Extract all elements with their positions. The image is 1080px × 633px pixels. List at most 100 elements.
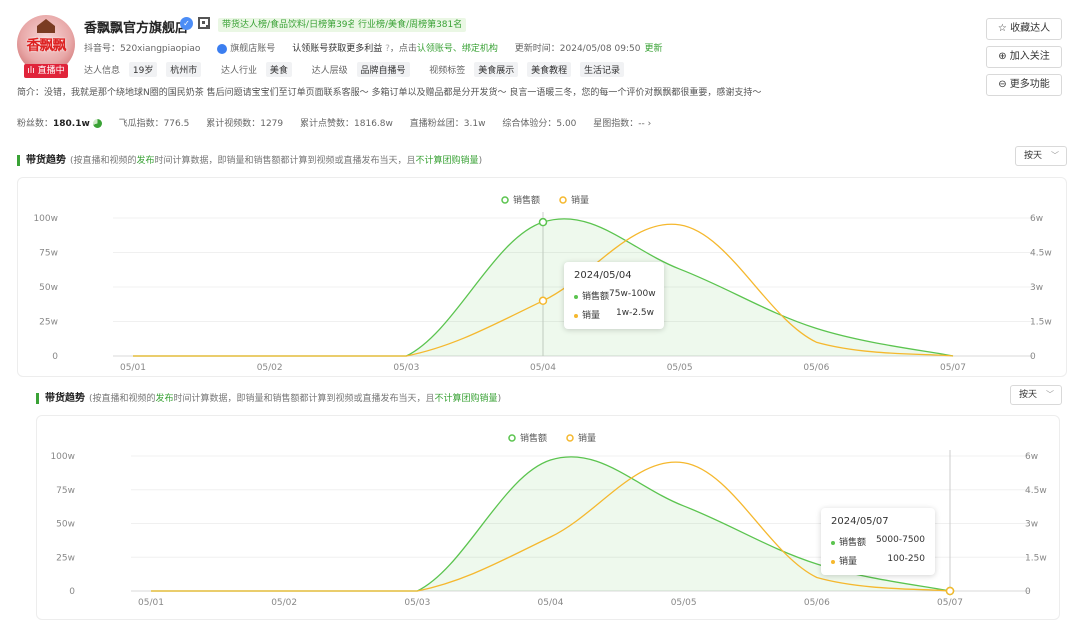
x-tick-label: 05/01 [120, 363, 146, 373]
x-tick-label: 05/02 [271, 598, 297, 608]
x-tick-label: 05/04 [538, 598, 564, 608]
granularity-select[interactable]: 按天 ﹀ [1015, 146, 1067, 166]
y-right-tick-label: 6w [1030, 214, 1043, 224]
update-link[interactable]: 更新 [644, 44, 663, 54]
age-chip: 19岁 [128, 62, 158, 77]
chart-legend: 销售额 销量 [501, 194, 589, 206]
profile-intro: 简介：没错，我就是那个绕地球N圈的国民奶茶 售后问题请宝宝们至订单页面联系客服～… [17, 88, 762, 98]
trend-chart-2[interactable]: 销售额 销量 0 0 25w 1.5w 50w 3w 75w 4.5w 100w 6w 05/01 05/… [36, 415, 1060, 620]
info-label: 达人信息 [84, 66, 121, 76]
legend-label-sales-amount: 销售额 [513, 194, 540, 206]
legend-marker-sales-amount [501, 196, 509, 204]
account-type: 旗舰店账号 [217, 43, 275, 54]
y-right-tick-label: 0 [1030, 352, 1036, 362]
x-tick-label: 05/07 [940, 363, 966, 373]
stat-likes: 累计点赞数：1816.8w [300, 119, 393, 129]
live-badge[interactable]: ılı 直播中 [24, 64, 68, 78]
y-left-tick-label: 75w [39, 249, 58, 259]
y-left-tick-label: 75w [56, 486, 75, 496]
chevron-down-icon: ﹀ [1046, 390, 1054, 399]
claim-link[interactable]: 认领账号、绑定机构 [416, 44, 498, 54]
trend-chart-svg[interactable]: 销售额 销量 0 0 25w 1.5w 50w 3w 75w 4.5w 100w 6w 05/01 05/… [18, 178, 1068, 378]
stat-video-count: 累计视频数：1279 [206, 119, 284, 129]
legend-label-sales-volume: 销量 [571, 194, 589, 206]
y-right-tick-label: 6w [1025, 452, 1038, 462]
legend-marker-sales-volume [559, 196, 567, 204]
trend-section-title: 带货趋势 (按直播和视频的发布时间计算数据，即销量和销售额都计算到视频或直播发布当… [36, 389, 501, 404]
stat-xingtu-index[interactable]: 星图指数：-- › [593, 119, 652, 129]
sales-amount-area [151, 456, 950, 591]
industry-label: 达人行业 [220, 66, 257, 76]
tooltip-date: 2024/05/07 [831, 516, 889, 527]
meta-row: 抖音号：520xiangpiaopiao 旗舰店账号 认领账号获取更多利益 ?，… [84, 41, 676, 54]
chart-legend: 销售额 销量 [508, 432, 596, 444]
tooltip-row-amount: 销售额 5000-7500 [831, 535, 925, 548]
tooltip-date: 2024/05/04 [574, 270, 632, 281]
x-tick-label: 05/04 [530, 363, 556, 373]
sales-volume-point [538, 296, 548, 306]
x-tick-label: 05/03 [393, 363, 419, 373]
y-right-tick-label: 3w [1025, 520, 1038, 530]
verified-badge-icon: ✓ [180, 17, 193, 30]
y-right-tick-label: 4.5w [1025, 486, 1047, 496]
follow-button[interactable]: ⊕ 加入关注 [986, 46, 1062, 68]
legend-label-sales-amount: 销售额 [520, 432, 547, 444]
industry-chip: 美食 [265, 62, 292, 77]
stat-fans: 粉丝数：180.1w [17, 119, 102, 129]
avatar[interactable]: 香飘飘 [17, 15, 75, 73]
rank-tag-daily[interactable]: 带货达人榜/食品饮料/日榜第39名 [218, 18, 361, 32]
help-icon[interactable]: ? [385, 44, 390, 54]
claim-text: 认领账号获取更多利益 ?，点击 [292, 44, 417, 54]
legend-label-sales-volume: 销量 [578, 432, 596, 444]
pie-chart-icon[interactable] [92, 119, 102, 128]
y-left-tick-label: 0 [69, 587, 75, 597]
qr-code-icon[interactable] [198, 17, 210, 29]
trend-chart-1[interactable]: 销售额 销量 0 0 25w 1.5w 50w 3w 75w 4.5w 100w 6w 05/01 05/… [17, 177, 1067, 377]
shop-name: 香飘飘官方旗舰店 [84, 21, 189, 36]
sales-volume-point [945, 586, 955, 596]
y-left-tick-label: 100w [33, 214, 58, 224]
section-marker [36, 392, 39, 404]
video-tag-chip: 美食展示 [474, 62, 519, 77]
rank-tag-weekly[interactable]: 行业榜/美食/周榜第381名 [354, 18, 467, 32]
stats-row: 粉丝数：180.1w 飞瓜指数：776.5 累计视频数：1279 累计点赞数：1… [17, 116, 665, 129]
y-right-tick-label: 3w [1030, 283, 1043, 293]
level-chip: 品牌自播号 [356, 62, 410, 77]
granularity-select[interactable]: 按天 ﹀ [1010, 385, 1062, 405]
legend-marker-sales-volume [566, 434, 574, 442]
stat-feigua-index: 飞瓜指数：776.5 [118, 119, 190, 129]
sales-volume-line [151, 461, 951, 592]
city-chip: 杭州市 [166, 62, 202, 77]
stat-experience-score: 综合体验分：5.00 [502, 119, 577, 129]
x-tick-label: 05/05 [667, 363, 693, 373]
live-badge-label: 直播中 [37, 66, 65, 76]
trend-section-title: 带货趋势 (按直播和视频的发布时间计算数据，即销量和销售额都计算到视频或直播发布当… [17, 151, 482, 166]
tooltip-row-amount: 销售额 75w-100w [574, 289, 656, 302]
y-left-tick-label: 50w [39, 283, 58, 293]
y-right-tick-label: 1.5w [1025, 553, 1047, 563]
tooltip-row-volume: 销量 1w-2.5w [574, 308, 654, 321]
avatar-logo-icon [37, 19, 55, 33]
chart-tooltip: 2024/05/04 销售额 75w-100w 销量 1w-2.5w [564, 262, 664, 329]
sales-amount-point [538, 217, 548, 227]
video-tag-label: 视频标签 [429, 66, 466, 76]
y-left-tick-label: 100w [50, 452, 75, 462]
x-tick-label: 05/03 [404, 598, 430, 608]
x-tick-label: 05/02 [257, 363, 283, 373]
stat-fan-club: 直播粉丝团：3.1w [409, 119, 486, 129]
live-icon: ılı [27, 66, 38, 76]
sales-volume-line [133, 223, 954, 357]
x-tick-label: 05/05 [671, 598, 697, 608]
y-right-tick-label: 0 [1025, 587, 1031, 597]
favorite-button[interactable]: ☆ 收藏达人 [986, 18, 1062, 40]
y-left-tick-label: 0 [52, 352, 58, 362]
y-left-tick-label: 50w [56, 520, 75, 530]
y-right-tick-label: 4.5w [1030, 249, 1052, 259]
chart-tooltip: 2024/05/07 销售额 5000-7500 销量 100-250 [821, 508, 935, 575]
info-row: 达人信息 19岁 杭州市 达人行业 美食 达人层级 品牌自播号 视频标签 美食展… [84, 62, 630, 77]
video-tag-chip: 美食教程 [527, 62, 572, 77]
more-functions-button[interactable]: ⊖ 更多功能 [986, 74, 1062, 96]
section-marker [17, 154, 20, 166]
avatar-brand-text: 香飘飘 [26, 38, 67, 54]
